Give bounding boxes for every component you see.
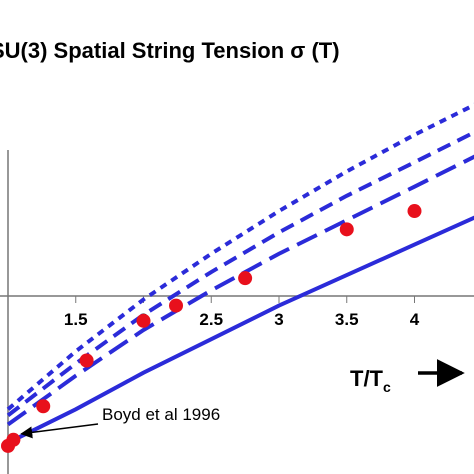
x-axis-label: T/Tc bbox=[350, 359, 465, 395]
x-tick-label: 2.5 bbox=[199, 310, 223, 329]
data-point bbox=[407, 204, 422, 219]
data-point bbox=[6, 432, 21, 447]
annotation: Boyd et al 1996 bbox=[20, 405, 220, 439]
data-point-group bbox=[1, 204, 422, 453]
data-point bbox=[169, 298, 184, 313]
data-point bbox=[136, 313, 151, 328]
data-point bbox=[339, 222, 354, 237]
annotation-text: Boyd et al 1996 bbox=[102, 405, 220, 424]
x-tick-label: 1.5 bbox=[64, 310, 88, 329]
annotation-arrow-icon bbox=[20, 423, 99, 439]
series-line-long-dash bbox=[6, 154, 474, 427]
svg-text:T/Tc: T/Tc bbox=[350, 366, 391, 395]
x-axis-label-main: T/T bbox=[350, 366, 384, 391]
series-group bbox=[6, 102, 474, 445]
x-axis-label-subscript: c bbox=[383, 379, 391, 395]
x-tick-label: 3 bbox=[274, 310, 283, 329]
x-tick-group: 1.522.533.544 bbox=[64, 296, 420, 329]
data-point bbox=[36, 399, 51, 414]
series-line-short-dash bbox=[6, 102, 474, 411]
series-line-medium-dash bbox=[6, 130, 474, 417]
data-point bbox=[238, 271, 253, 286]
chart-title: SU(3) Spatial String Tension σ (T) bbox=[0, 38, 340, 63]
x-tick-label: 4 bbox=[410, 310, 420, 329]
x-tick-label: 3.5 bbox=[335, 310, 359, 329]
series-line-solid bbox=[7, 215, 474, 445]
data-point bbox=[79, 353, 94, 368]
